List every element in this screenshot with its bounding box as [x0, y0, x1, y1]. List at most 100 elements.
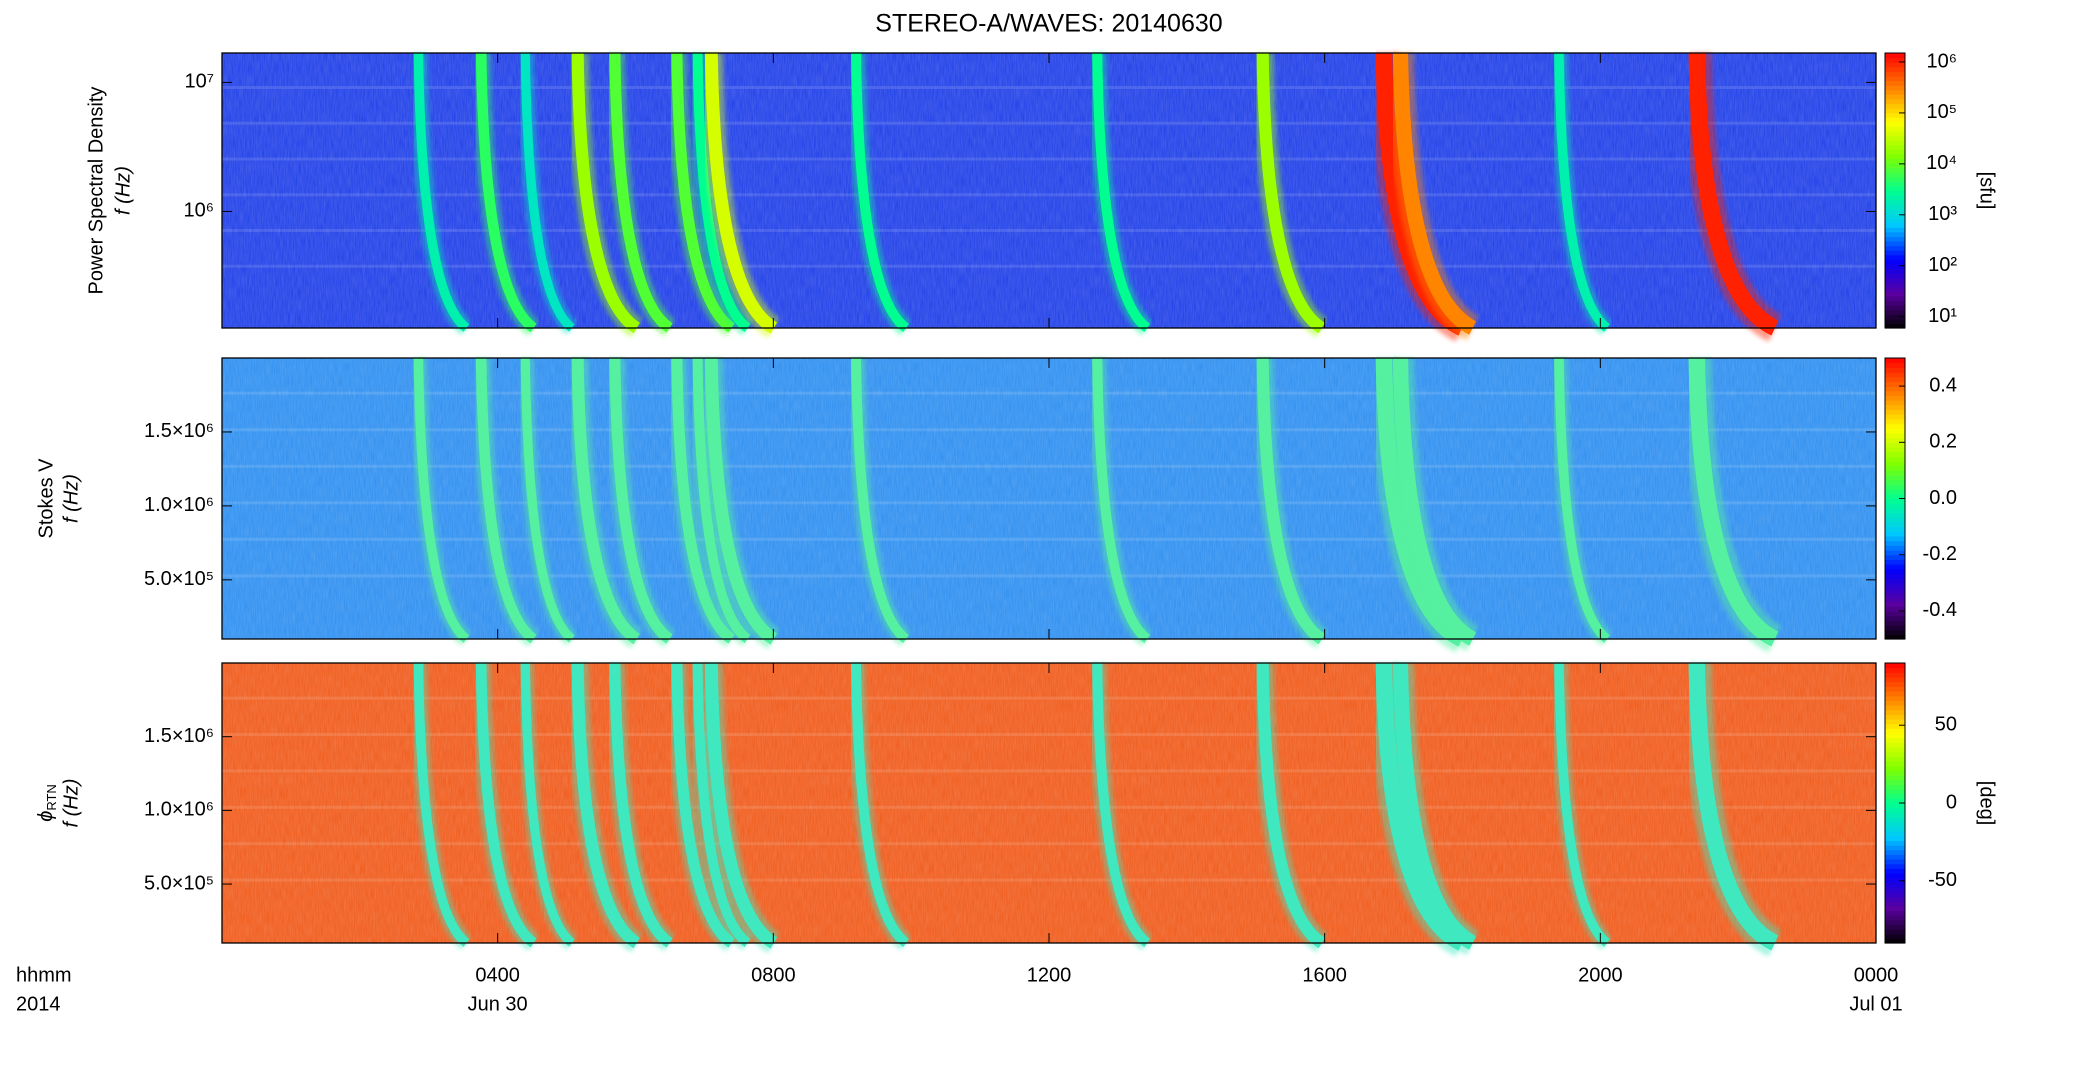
colorbar-cell [1885, 465, 1905, 471]
colorbar-cell [1885, 395, 1905, 401]
colorbar-cell [1885, 667, 1905, 673]
colorbar-cell [1885, 204, 1905, 210]
x-tick-label: 1200 [1027, 964, 1072, 986]
burst [671, 357, 735, 644]
colorbar-cell [1885, 905, 1905, 911]
colorbar-cell [1885, 779, 1905, 785]
colorbar-cell [1885, 723, 1905, 729]
colorbar-cell [1885, 901, 1905, 907]
colorbar-cell [1885, 461, 1905, 467]
colorbar-cell [1885, 89, 1905, 95]
colorbar-cell [1885, 924, 1905, 930]
colorbar-cell [1885, 94, 1905, 100]
colorbar-cell [1885, 213, 1905, 219]
burst [1256, 357, 1326, 645]
y-axis-label: Stokes V [35, 458, 57, 539]
burst [671, 662, 735, 948]
colorbar-cell [1885, 742, 1905, 748]
colorbar-cell [1885, 845, 1905, 851]
colorbar-cell [1885, 798, 1905, 804]
colorbar-cell [1885, 484, 1905, 490]
burst [413, 52, 470, 332]
colorbar-cell [1885, 582, 1905, 589]
colorbar-cell [1885, 493, 1905, 500]
colorbar-cell [1885, 414, 1905, 420]
colorbar-cell [1885, 793, 1905, 799]
colorbar-tick-label: 10³ [1928, 203, 1957, 225]
colorbar-cell [1885, 592, 1905, 598]
colorbar-cell [1885, 891, 1905, 897]
colorbar-cell [1885, 286, 1905, 292]
band-stripe [222, 86, 1876, 89]
colorbar-cell [1885, 489, 1905, 495]
burst [475, 357, 537, 644]
burst [704, 662, 778, 949]
colorbar-tick-label: -50 [1928, 869, 1957, 891]
x-tick-label: 2000 [1578, 964, 1623, 986]
band-stripe [222, 264, 1876, 268]
colorbar-cell [1885, 479, 1905, 486]
colorbar-cell [1885, 677, 1905, 683]
y-axis-label: f (Hz) [112, 166, 134, 215]
colorbar-cell [1885, 840, 1905, 846]
burst [1554, 357, 1611, 643]
date-label: Jul 01 [1849, 993, 1902, 1015]
band-stripe [222, 733, 1876, 736]
colorbar-cell [1885, 475, 1905, 481]
band-stripe [222, 501, 1876, 505]
colorbar-cell [1885, 126, 1905, 132]
colorbar-tick-label: 0.0 [1929, 487, 1957, 509]
y-tick-label: 1.0×10⁶ [144, 494, 214, 516]
colorbar-cell [1885, 535, 1905, 542]
colorbar-cell [1885, 784, 1905, 790]
burst [413, 357, 470, 643]
colorbar-cell [1885, 624, 1905, 631]
colorbar-cell [1885, 835, 1905, 841]
colorbar-cell [1885, 282, 1905, 288]
colorbar-cell [1885, 863, 1905, 869]
colorbar-cell [1885, 807, 1905, 813]
colorbar-tick-label: 10¹ [1928, 305, 1957, 327]
colorbar-cell [1885, 812, 1905, 818]
colorbar-cell [1885, 381, 1905, 387]
colorbar-cell [1885, 428, 1905, 434]
burst [1688, 357, 1779, 647]
colorbar-cell [1885, 236, 1905, 242]
colorbar-cell [1885, 919, 1905, 925]
colorbar-cell [1885, 933, 1905, 939]
colorbar-cell [1885, 144, 1905, 150]
colorbar-cell [1885, 887, 1905, 893]
colorbar-cell [1885, 568, 1905, 575]
y-axis-label: Power Spectral Density [85, 87, 107, 295]
burst [571, 662, 641, 949]
colorbar-cell [1885, 172, 1905, 178]
x-axis-label: hhmm [16, 964, 72, 986]
colorbar-cell [1885, 770, 1905, 776]
band-stripe [222, 574, 1876, 578]
colorbar-cell [1885, 681, 1905, 687]
colorbar-cell [1885, 610, 1905, 617]
colorbar-cell [1885, 314, 1905, 320]
y-tick-label: 10⁶ [184, 200, 214, 222]
colorbar-cell [1885, 386, 1905, 392]
colorbar-cell [1885, 117, 1905, 123]
burst [1688, 662, 1779, 951]
colorbar-cell [1885, 540, 1905, 546]
colorbar-cell [1885, 775, 1905, 781]
colorbar-cell [1885, 634, 1905, 640]
colorbar-cell [1885, 323, 1905, 329]
colorbar-tick-label: 10⁶ [1927, 50, 1957, 72]
colorbar-cell [1885, 700, 1905, 706]
burst [671, 52, 735, 333]
colorbar-cell [1885, 831, 1905, 837]
colorbar-cell [1885, 263, 1905, 270]
burst [1392, 357, 1477, 646]
colorbar-cell [1885, 578, 1905, 584]
colorbar-cell [1885, 57, 1905, 63]
colorbar-cell [1885, 526, 1905, 532]
colorbar-cell [1885, 765, 1905, 771]
colorbar-cell [1885, 231, 1905, 237]
colorbar-cell [1885, 709, 1905, 715]
spectrogram-texture [222, 663, 1876, 943]
band-stripe [222, 157, 1876, 161]
